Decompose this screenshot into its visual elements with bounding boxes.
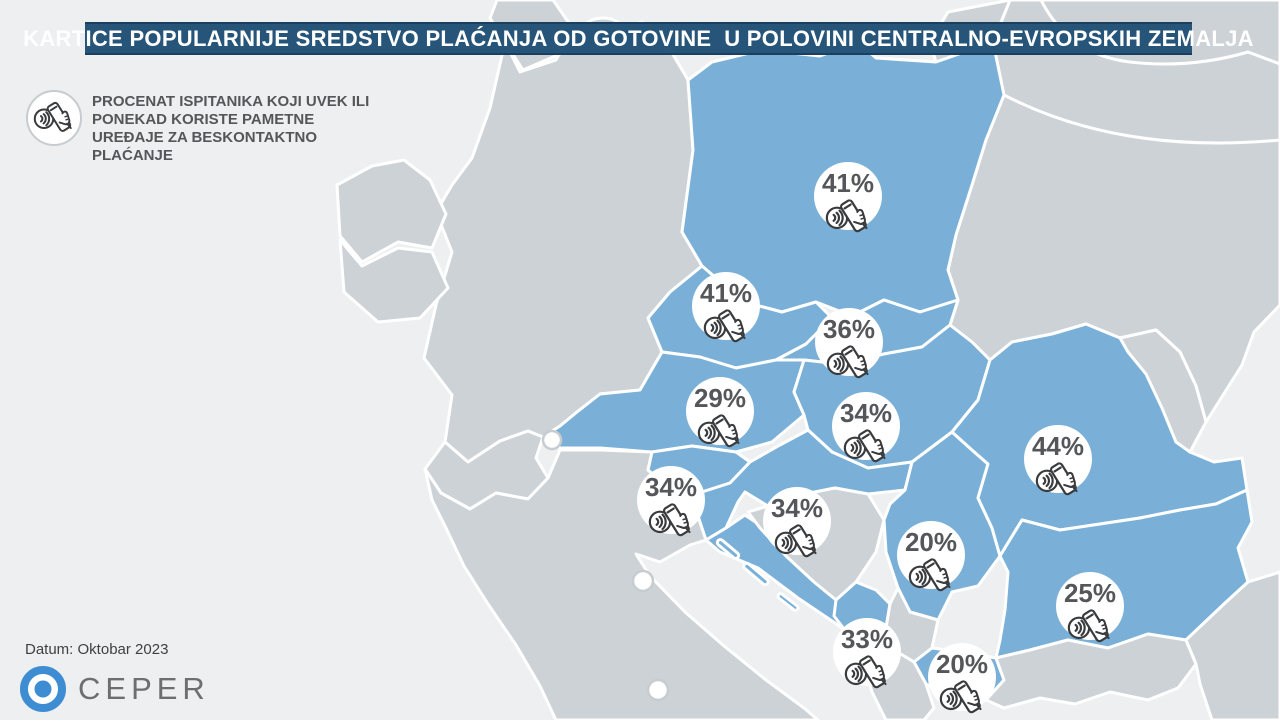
ceper-target-logo-icon: [20, 666, 66, 712]
contactless-payment-icon: [774, 520, 820, 564]
contactless-payment-icon: [703, 305, 749, 349]
badge-slovenia: 34%: [637, 466, 705, 534]
contactless-payment-icon: [1067, 605, 1113, 649]
border-belarus: [1002, 93, 1280, 145]
badge-percentage: 20%: [904, 527, 958, 557]
country-greece: [984, 632, 1198, 710]
badge-slovakia: 36%: [815, 308, 883, 376]
contactless-payment-icon: [697, 410, 743, 454]
contactless-payment-icon: [825, 195, 871, 239]
contactless-payment-icon: [648, 499, 694, 543]
badge-percentage: 33%: [840, 624, 894, 654]
contactless-payment-icon: [908, 554, 954, 598]
croatia-island: [715, 538, 741, 560]
country-turkey: [1184, 570, 1280, 720]
date-label: Datum: Oktobar 2023: [25, 641, 169, 658]
badge-czechia: 41%: [692, 272, 760, 340]
enclave-marker-liechtenstein: [541, 429, 563, 451]
enclave-marker-san-marino: [631, 569, 655, 593]
country-italy: [423, 448, 820, 720]
badge-percentage: 41%: [821, 168, 875, 198]
badge-serbia: 20%: [897, 521, 965, 589]
contactless-payment-icon: [843, 425, 889, 469]
croatia-island: [776, 592, 800, 612]
contactless-payment-icon: [33, 98, 75, 138]
contactless-payment-icon: [844, 651, 890, 695]
badge-percentage: 41%: [699, 278, 753, 308]
badge-austria: 29%: [686, 377, 754, 445]
contactless-payment-icon: [826, 341, 872, 385]
legend-text: PROCENAT ISPITANIKA KOJI UVEK ILI PONEKA…: [92, 93, 370, 164]
badge-percentage: 34%: [839, 398, 893, 428]
country-moldova: [1118, 328, 1208, 454]
logo-wordmark: CEPER: [78, 671, 210, 706]
badge-percentage: 36%: [822, 314, 876, 344]
badge-poland: 41%: [814, 162, 882, 230]
badge-croatia: 34%: [763, 487, 831, 555]
badge-percentage: 34%: [770, 493, 824, 523]
badge-bulgaria: 25%: [1056, 572, 1124, 640]
badge-percentage: 34%: [644, 472, 698, 502]
title-bar: KARTICE POPULARNIJE SREDSTVO PLAĆANJA OD…: [23, 22, 1254, 55]
page-title: KARTICE POPULARNIJE SREDSTVO PLAĆANJA OD…: [23, 25, 1254, 51]
badge-percentage: 20%: [935, 649, 989, 679]
legend: PROCENAT ISPITANIKA KOJI UVEK ILI PONEKA…: [26, 90, 412, 165]
badge-percentage: 44%: [1031, 431, 1085, 461]
badge-north-macedonia: 20%: [928, 643, 996, 711]
ceper-logo: CEPER: [20, 666, 210, 712]
badge-montenegro: 33%: [833, 618, 901, 686]
country-netherlands: [335, 158, 448, 264]
country-belgium: [338, 238, 450, 324]
badge-percentage: 25%: [1063, 578, 1117, 608]
croatia-island: [742, 561, 770, 587]
contactless-payment-icon: [939, 676, 985, 720]
badge-hungary: 34%: [832, 392, 900, 460]
enclave-marker-vatican: [646, 678, 670, 702]
contactless-payment-icon: [1035, 458, 1081, 502]
badge-romania: 44%: [1024, 425, 1092, 493]
legend-icon-circle: [26, 90, 82, 146]
badge-percentage: 29%: [693, 383, 747, 413]
